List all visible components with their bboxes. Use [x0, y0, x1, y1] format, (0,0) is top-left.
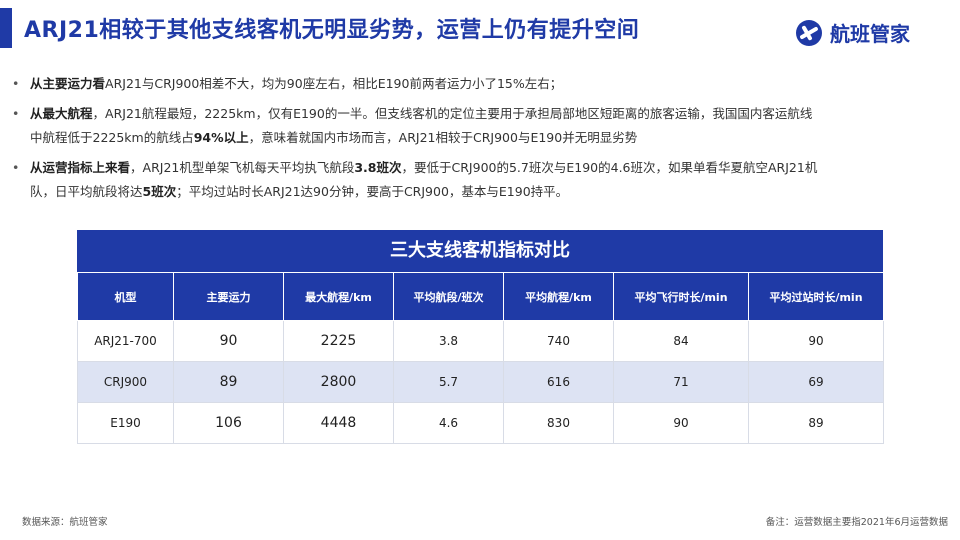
bullet-text: ，要低于CRJ900的5.7班次与E190的4.6班次，如果单看华夏航空ARJ2… — [401, 160, 818, 175]
table-cell: 90 — [748, 320, 884, 362]
bullet-item: • 从最大航程，ARJ21航程最短，2225km，仅有E190的一半。但支线客机的… — [12, 102, 930, 150]
table-row: E190 106 4448 4.6 830 90 89 — [77, 402, 884, 444]
table-cell: 89 — [173, 361, 284, 403]
bullet-dot-icon: • — [12, 106, 20, 121]
bullet-line: 队，日平均航段将达5班次；平均过站时长ARJ21达90分钟，要高于CRJ900，… — [30, 180, 930, 204]
aircraft-model-cell: ARJ21-700 — [77, 320, 174, 362]
comparison-table: 三大支线客机指标对比 机型 主要运力 最大航程/km 平均航段/班次 平均航程/km 平均… — [77, 230, 884, 444]
bullet-emphasis: 从最大航程 — [30, 106, 93, 121]
table-cell: 2225 — [283, 320, 394, 362]
brand-logo: 航班管家 — [796, 18, 910, 47]
bullet-emphasis: 从主要运力看 — [30, 76, 106, 91]
bullet-text: ，ARJ21机型单架飞机每天平均执飞航段 — [130, 160, 355, 175]
table-cell: 69 — [748, 361, 884, 403]
column-header: 主要运力 — [173, 272, 284, 321]
table-cell: 5.7 — [393, 361, 504, 403]
bullet-list: • 从主要运力看ARJ21与CRJ900相差不大，均为90座左右，相比E190前两… — [12, 72, 930, 210]
bullet-emphasis: 5班次 — [142, 184, 177, 199]
table-cell: 90 — [613, 402, 749, 444]
bullet-text: ARJ21与CRJ900相差不大，均为90座左右，相比E190前两者运力小了15… — [105, 76, 563, 91]
table-row: CRJ900 89 2800 5.7 616 71 69 — [77, 361, 884, 403]
bullet-line: 从主要运力看ARJ21与CRJ900相差不大，均为90座左右，相比E190前两者… — [30, 72, 930, 96]
bullet-emphasis: 94%以上 — [193, 130, 249, 145]
bullet-emphasis: 从运营指标上来看 — [30, 160, 131, 175]
metrics-table: 机型 主要运力 最大航程/km 平均航段/班次 平均航程/km 平均飞行时长/min 平均过… — [77, 272, 884, 444]
table-cell: 106 — [173, 402, 284, 444]
bullet-text: 队，日平均航段将达 — [30, 184, 143, 199]
table-cell: 616 — [503, 361, 614, 403]
bullet-item: • 从主要运力看ARJ21与CRJ900相差不大，均为90座左右，相比E190前两… — [12, 72, 930, 96]
bullet-line: 从运营指标上来看，ARJ21机型单架飞机每天平均执飞航段3.8班次，要低于CRJ… — [30, 156, 930, 180]
aircraft-model-cell: CRJ900 — [77, 361, 174, 403]
airplane-logo-icon — [796, 19, 822, 46]
table-cell: 90 — [173, 320, 284, 362]
column-header: 平均过站时长/min — [748, 272, 884, 321]
bullet-text: ，ARJ21航程最短，2225km，仅有E190的一半。但支线客机的定位主要用于… — [92, 106, 813, 121]
bullet-emphasis: 3.8班次 — [354, 160, 402, 175]
bullet-dot-icon: • — [12, 160, 20, 175]
bullet-line: 从最大航程，ARJ21航程最短，2225km，仅有E190的一半。但支线客机的定… — [30, 102, 930, 126]
table-cell: 830 — [503, 402, 614, 444]
table-title: 三大支线客机指标对比 — [77, 230, 883, 272]
bullet-text: ，意味着就国内市场而言，ARJ21相较于CRJ900与E190并无明显劣势 — [248, 130, 638, 145]
page-title: ARJ21相较于其他支线客机无明显劣势，运营上仍有提升空间 — [24, 18, 640, 43]
column-header: 平均航段/班次 — [393, 272, 504, 321]
title-accent-bar — [0, 8, 12, 48]
bullet-line: 中航程低于2225km的航线占94%以上，意味着就国内市场而言，ARJ21相较于… — [30, 126, 930, 150]
bullet-text: 中航程低于2225km的航线占 — [30, 130, 194, 145]
bullet-dot-icon: • — [12, 76, 20, 91]
bullet-item: • 从运营指标上来看，ARJ21机型单架飞机每天平均执飞航段3.8班次，要低于CR… — [12, 156, 930, 204]
table-cell: 71 — [613, 361, 749, 403]
table-cell: 3.8 — [393, 320, 504, 362]
column-header: 平均航程/km — [503, 272, 614, 321]
table-header-row: 机型 主要运力 最大航程/km 平均航段/班次 平均航程/km 平均飞行时长/min 平均过… — [77, 272, 884, 321]
table-row: ARJ21-700 90 2225 3.8 740 84 90 — [77, 320, 884, 362]
column-header: 平均飞行时长/min — [613, 272, 749, 321]
data-source: 数据来源：航班管家 — [22, 517, 108, 528]
table-cell: 740 — [503, 320, 614, 362]
footnote: 备注：运营数据主要指2021年6月运营数据 — [765, 517, 948, 528]
table-cell: 4.6 — [393, 402, 504, 444]
column-header: 最大航程/km — [283, 272, 394, 321]
column-header: 机型 — [77, 272, 174, 321]
aircraft-model-cell: E190 — [77, 402, 174, 444]
table-cell: 4448 — [283, 402, 394, 444]
table-cell: 89 — [748, 402, 884, 444]
table-cell: 2800 — [283, 361, 394, 403]
bullet-text: ；平均过站时长ARJ21达90分钟，要高于CRJ900，基本与E190持平。 — [176, 184, 569, 199]
table-cell: 84 — [613, 320, 749, 362]
logo-text: 航班管家 — [830, 22, 910, 46]
